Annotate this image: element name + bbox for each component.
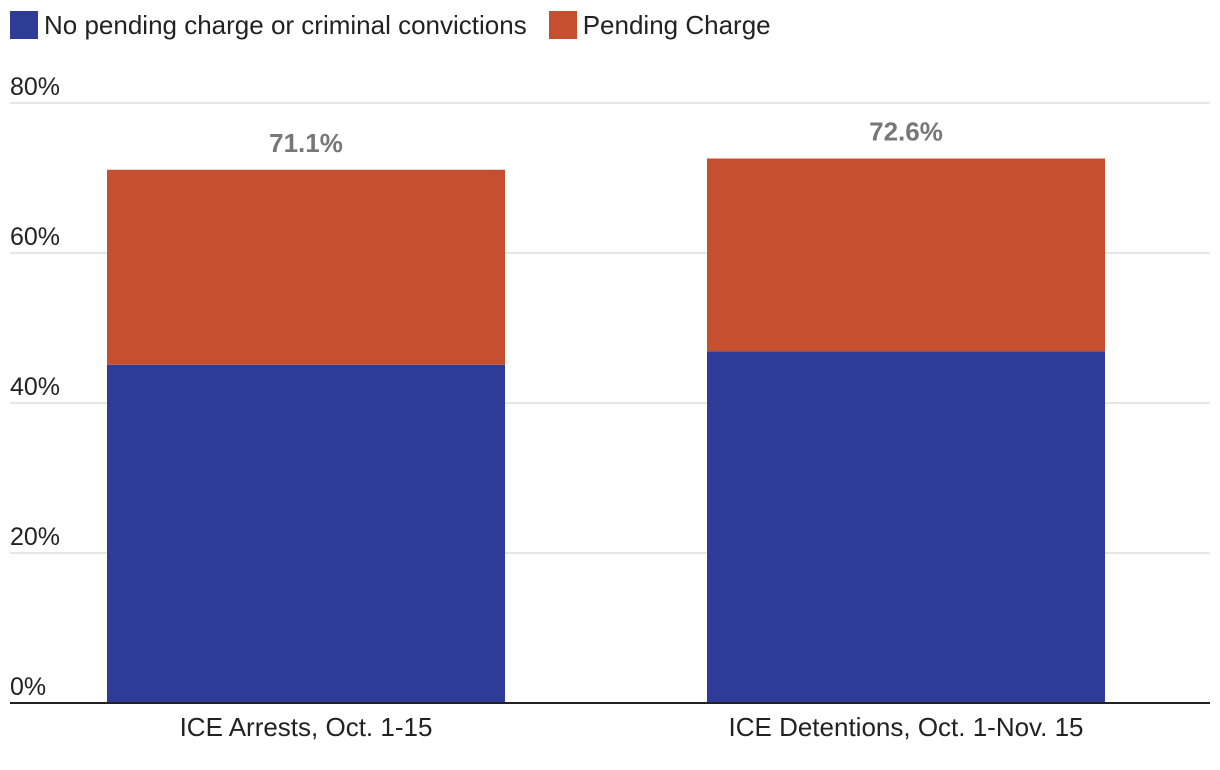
legend-item-no-pending-charge: No pending charge or criminal conviction… (10, 10, 527, 41)
y-tick-label-40: 40% (10, 373, 60, 401)
bars (107, 158, 1105, 703)
bar-no-pending-charge-0 (107, 364, 505, 703)
bar-pending-charge-0 (107, 169, 505, 365)
y-tick-label-80: 80% (10, 73, 60, 101)
total-label-1: 72.6% (869, 117, 943, 147)
legend-label-pending-charge: Pending Charge (582, 9, 771, 40)
bar-pending-charge-1 (707, 158, 1105, 352)
bar-no-pending-charge-1 (707, 351, 1105, 703)
legend: No pending charge or criminal conviction… (10, 8, 793, 42)
x-category-label-1: ICE Detentions, Oct. 1-Nov. 15 (729, 712, 1084, 742)
legend-swatch-no-pending-charge (10, 11, 38, 39)
y-tick-label-0: 0% (10, 673, 46, 701)
total-label-0: 71.1% (269, 128, 343, 158)
y-tick-label-20: 20% (10, 523, 60, 551)
legend-item-pending-charge: Pending Charge (548, 9, 771, 41)
y-tick-label-60: 60% (10, 223, 60, 251)
legend-label-no-pending-charge: No pending charge or criminal conviction… (44, 9, 527, 40)
x-category-label-0: ICE Arrests, Oct. 1-15 (180, 712, 433, 742)
legend-swatch-pending-charge (548, 11, 577, 39)
labels: 0% 20% 40% 60% 80% 71.1% ICE Arrests, Oct. 1-1… (10, 73, 1210, 742)
